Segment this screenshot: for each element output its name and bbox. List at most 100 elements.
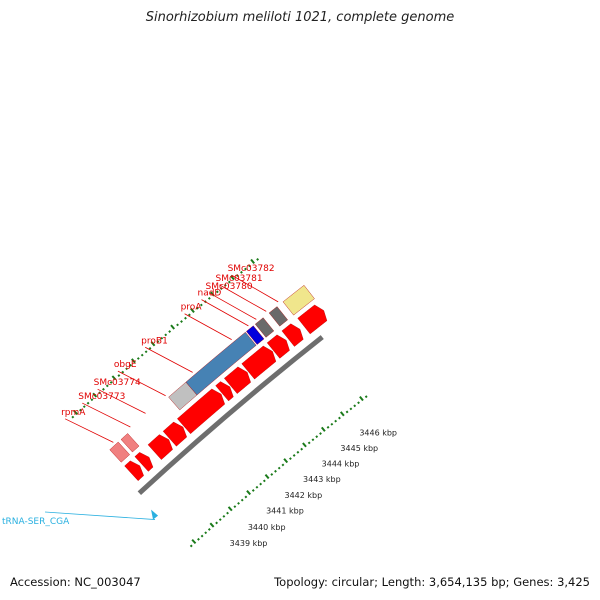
outer-tick	[73, 409, 79, 416]
category-segment	[120, 433, 140, 453]
kbp-label: 3442 kbp	[284, 491, 322, 500]
inner-tick	[246, 490, 251, 496]
kbp-label: 3441 kbp	[266, 507, 304, 516]
gene-label: SMc03780	[206, 282, 253, 292]
inner-tick	[311, 438, 315, 442]
inner-tick	[320, 426, 326, 432]
outer-tick	[136, 357, 140, 360]
gene-leader-line	[82, 402, 131, 428]
kbp-label: 3445 kbp	[340, 444, 378, 453]
inner-tick	[289, 457, 292, 461]
kbp-label: 3440 kbp	[248, 523, 286, 532]
category-segment	[246, 325, 265, 345]
inner-tick	[251, 489, 255, 492]
outer-tick	[227, 280, 231, 284]
inner-tick	[191, 539, 197, 545]
inner-tick	[359, 395, 364, 402]
outer-tick	[79, 408, 82, 412]
inner-tick	[259, 482, 263, 486]
outer-tick	[207, 296, 211, 300]
outer-tick	[184, 316, 187, 320]
outer-tick	[148, 346, 152, 350]
outer-tick	[105, 384, 109, 388]
gene-label: nadD	[198, 289, 222, 299]
gene-leader-line	[231, 274, 279, 303]
kbp-label: 3439 kbp	[230, 539, 268, 548]
inner-tick	[364, 395, 368, 399]
inner-tick	[334, 419, 338, 423]
inner-tick	[207, 528, 211, 531]
cds-feature	[266, 334, 290, 359]
trna-leader-line	[44, 511, 156, 520]
gene-leader-line	[117, 370, 166, 397]
gene-label: SMc03773	[78, 392, 125, 402]
category-segment	[185, 331, 257, 396]
outer-tick	[244, 267, 247, 271]
inner-tick	[204, 531, 208, 535]
outer-tick	[195, 306, 199, 310]
inner-tick	[338, 416, 341, 420]
inner-tick	[345, 410, 349, 414]
inner-tick	[330, 422, 334, 426]
gene-leader-line	[144, 346, 193, 373]
inner-tick	[339, 411, 345, 417]
inner-tick	[200, 534, 204, 538]
cds-feature	[177, 388, 225, 435]
inner-tick	[233, 505, 237, 509]
outer-tick	[219, 287, 223, 290]
gene-features	[109, 284, 328, 496]
gene-leader-line	[201, 299, 249, 327]
outer-tick	[86, 401, 90, 405]
category-segment	[109, 441, 130, 463]
inner-tick	[349, 407, 353, 411]
inner-tick	[262, 479, 266, 483]
outer-tick	[180, 320, 183, 323]
outer-tick	[176, 323, 179, 327]
kbp-labels: 3439 kbp 3440 kbp 3441 kbp 3442 kbp 3443 kbp…	[230, 428, 397, 548]
cds-feature	[297, 304, 328, 335]
gene-label: proA	[181, 303, 203, 313]
outer-tick	[256, 258, 260, 261]
inner-tick	[319, 432, 322, 435]
gene-leader-line	[219, 284, 267, 312]
outer-tick	[170, 324, 176, 330]
gene-labels: rpmASMc03773SMc03774obgEproB1proAnadDSMc…	[61, 264, 279, 443]
outer-tick	[230, 275, 235, 281]
kbp-label: 3443 kbp	[303, 475, 341, 484]
gene-label: proB1	[141, 336, 168, 346]
outer-tick	[71, 415, 75, 419]
outer-tick	[102, 387, 105, 391]
cds-feature	[124, 460, 144, 481]
outer-tick	[164, 333, 168, 337]
cds-feature	[162, 421, 187, 447]
trna-marker	[151, 509, 159, 520]
category-segment	[268, 306, 288, 327]
outer-tick	[240, 270, 243, 274]
trna-annotation: tRNA-SER_CGA	[2, 509, 159, 527]
inner-tick	[218, 518, 222, 522]
outer-tick	[250, 258, 255, 265]
outer-tick	[140, 353, 144, 357]
cds-feature	[224, 366, 251, 394]
gene-leader-line	[97, 388, 146, 414]
gene-leader-line	[184, 313, 232, 340]
genome-backbone	[137, 335, 324, 496]
inner-tick	[292, 454, 296, 457]
cds-feature	[241, 345, 277, 380]
category-segment	[254, 317, 275, 338]
cds-feature	[215, 381, 234, 402]
kbp-label: 3446 kbp	[359, 428, 397, 437]
outer-tick	[90, 398, 94, 402]
outer-tick	[129, 363, 132, 367]
gene-label: SMc03774	[94, 378, 141, 388]
outer-tick	[235, 274, 239, 277]
inner-tick	[296, 450, 300, 454]
outer-tick	[109, 381, 113, 384]
cds-feature	[147, 434, 173, 460]
gene-label: rpmA	[61, 408, 86, 418]
inner-tick	[277, 466, 281, 470]
outer-tick	[199, 303, 203, 307]
inner-tick	[307, 441, 311, 445]
outer-tick	[131, 358, 136, 364]
